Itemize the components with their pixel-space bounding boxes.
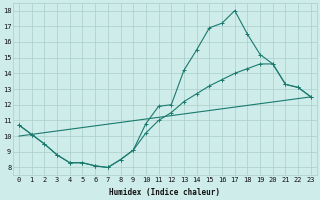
X-axis label: Humidex (Indice chaleur): Humidex (Indice chaleur) [109, 188, 220, 197]
